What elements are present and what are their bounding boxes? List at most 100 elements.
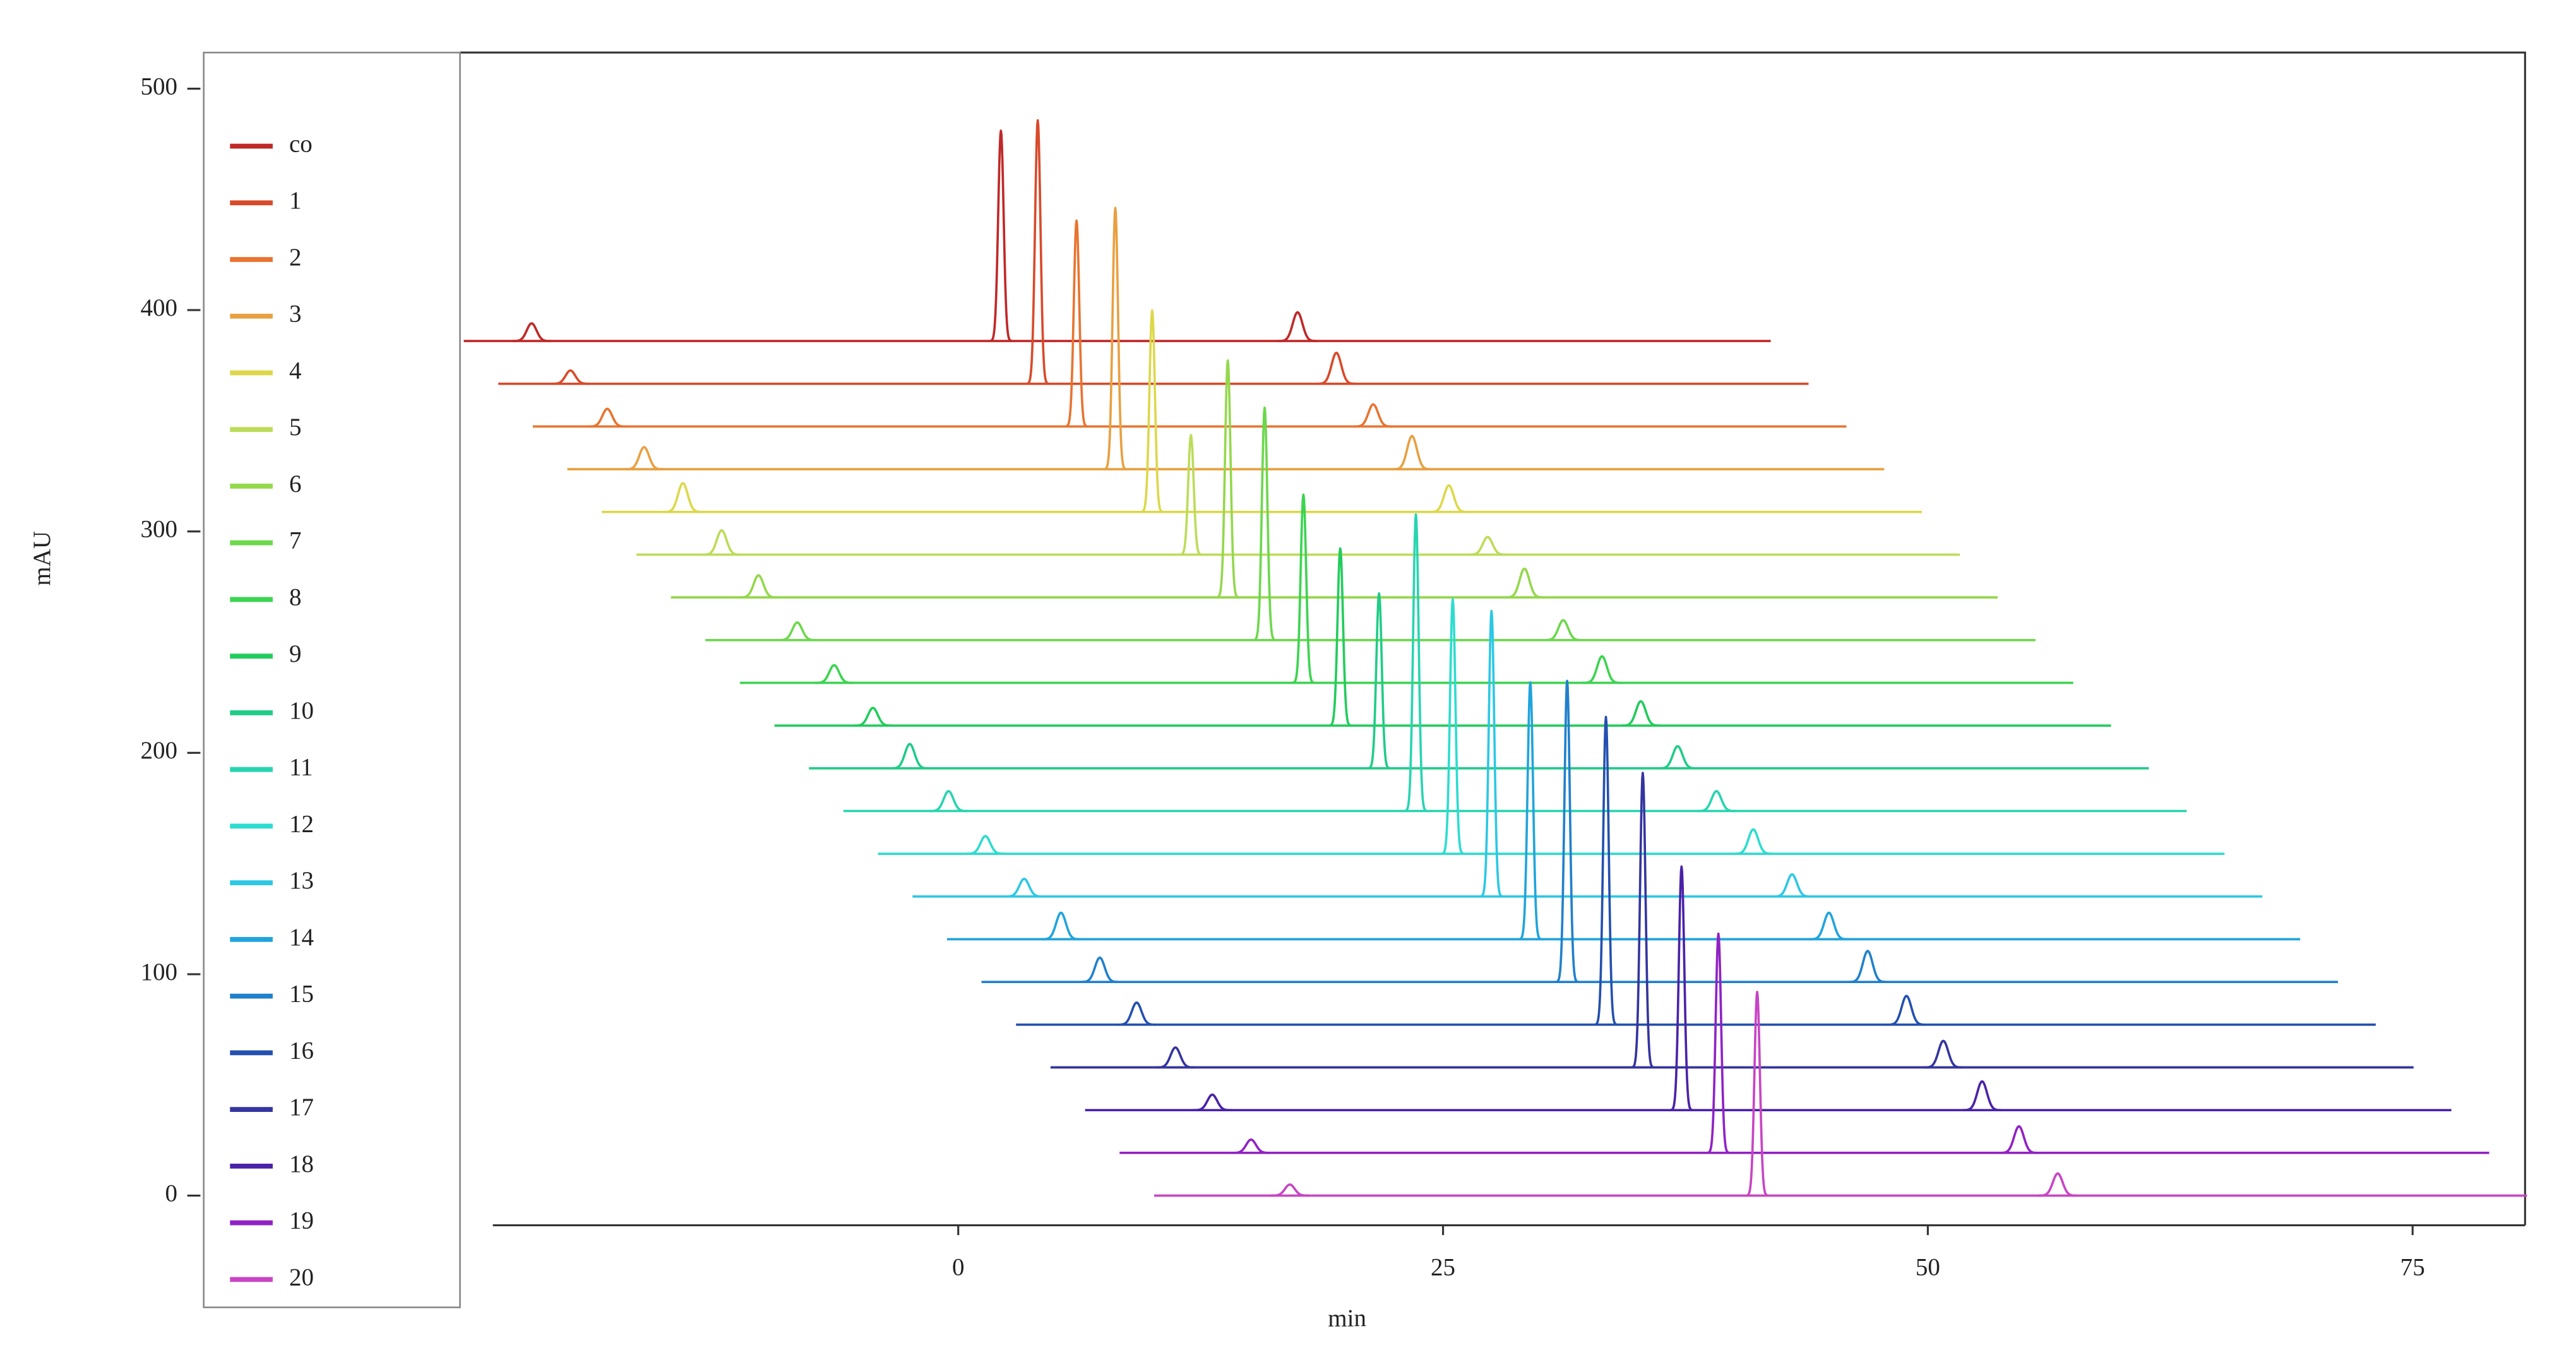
legend-label: co [289, 130, 313, 157]
peak [1555, 679, 1579, 983]
plot-frame [460, 51, 2526, 1226]
x-tick-label: 50 [1916, 1254, 1940, 1281]
peak [1441, 598, 1465, 855]
peak [1999, 1125, 2039, 1154]
peak [1468, 535, 1508, 556]
legend-label: 12 [289, 810, 314, 837]
peak [1179, 434, 1203, 556]
legend-label: 18 [289, 1150, 314, 1178]
peak [1193, 1093, 1232, 1111]
peak [1353, 403, 1393, 428]
peak [739, 574, 778, 599]
peak [1962, 1080, 2002, 1111]
peak [1368, 592, 1391, 770]
legend-label: 11 [289, 754, 313, 781]
peak [1104, 206, 1127, 470]
x-tick-label: 0 [952, 1254, 965, 1281]
peak [1404, 513, 1428, 813]
legend-label: 4 [289, 357, 302, 384]
y-tick-label: 400 [140, 294, 177, 321]
x-tick-label: 25 [1431, 1254, 1455, 1281]
peak [1772, 873, 1812, 898]
peak [702, 529, 742, 556]
legend-label: 14 [289, 924, 314, 951]
legend-label: 6 [289, 470, 302, 498]
peak [663, 482, 703, 513]
peak [1253, 406, 1277, 642]
peak [1518, 681, 1542, 941]
y-tick-label: 100 [140, 958, 177, 986]
peak [1923, 1039, 1963, 1069]
peak [1216, 359, 1239, 599]
peak [1140, 309, 1164, 513]
peak [853, 707, 893, 727]
peak [1745, 991, 1769, 1197]
peak [1005, 877, 1044, 898]
peak [1392, 434, 1432, 470]
traces [463, 119, 2527, 1197]
peak [890, 743, 929, 770]
peak [929, 790, 969, 813]
peak [1117, 1001, 1157, 1026]
legend-label: 5 [289, 414, 302, 441]
peak [1670, 865, 1693, 1111]
peak [1480, 609, 1503, 898]
y-tick-label: 200 [140, 737, 177, 764]
legend-label: 19 [289, 1207, 314, 1234]
legend-label: 20 [289, 1263, 314, 1291]
legend-label: 13 [289, 867, 314, 894]
legend-label: 3 [289, 301, 302, 328]
legend-label: 7 [289, 527, 302, 554]
legend-label: 1 [289, 187, 302, 214]
peak [2038, 1172, 2078, 1197]
peak [1278, 311, 1318, 342]
peak [1316, 351, 1356, 385]
peak [1080, 956, 1119, 983]
legend-label: 15 [289, 981, 314, 1008]
peak [1026, 119, 1049, 385]
x-tick-label: 75 [2400, 1254, 2425, 1281]
peak [1429, 484, 1469, 513]
y-tick-label: 0 [165, 1179, 178, 1207]
peak [1594, 715, 1618, 1026]
peak [1155, 1046, 1195, 1069]
peak [1505, 567, 1544, 599]
legend-label: 16 [289, 1037, 314, 1064]
peak [551, 369, 590, 385]
peak [1231, 1138, 1271, 1154]
peak [989, 129, 1013, 342]
legend-label: 10 [289, 697, 314, 724]
legend-label: 17 [289, 1094, 314, 1121]
peak [1292, 493, 1315, 684]
legend-label: 8 [289, 583, 302, 611]
peak [1328, 547, 1352, 727]
legend-label: 9 [289, 640, 302, 667]
peak [1733, 828, 1773, 855]
peak [1887, 994, 1926, 1026]
peak [1631, 772, 1655, 1069]
peak [1041, 911, 1081, 941]
peak [814, 664, 854, 684]
peak [1270, 1183, 1309, 1197]
peak [1064, 219, 1088, 428]
legend-label: 2 [289, 244, 302, 271]
x-axis-label: min [1328, 1304, 1366, 1332]
y-tick-label: 500 [140, 73, 177, 100]
legend-box [203, 51, 461, 1308]
peak [1543, 619, 1583, 642]
peak [1848, 950, 1888, 983]
peak [1658, 744, 1698, 770]
peak [512, 322, 552, 342]
peak [1707, 932, 1730, 1154]
peak [587, 407, 627, 428]
peak [1809, 911, 1849, 941]
peak [1621, 700, 1661, 727]
y-axis-label: mAU [28, 531, 56, 586]
peak [1582, 655, 1622, 684]
peak [965, 835, 1005, 855]
peak [777, 621, 817, 642]
y-tick-label: 300 [140, 516, 177, 543]
